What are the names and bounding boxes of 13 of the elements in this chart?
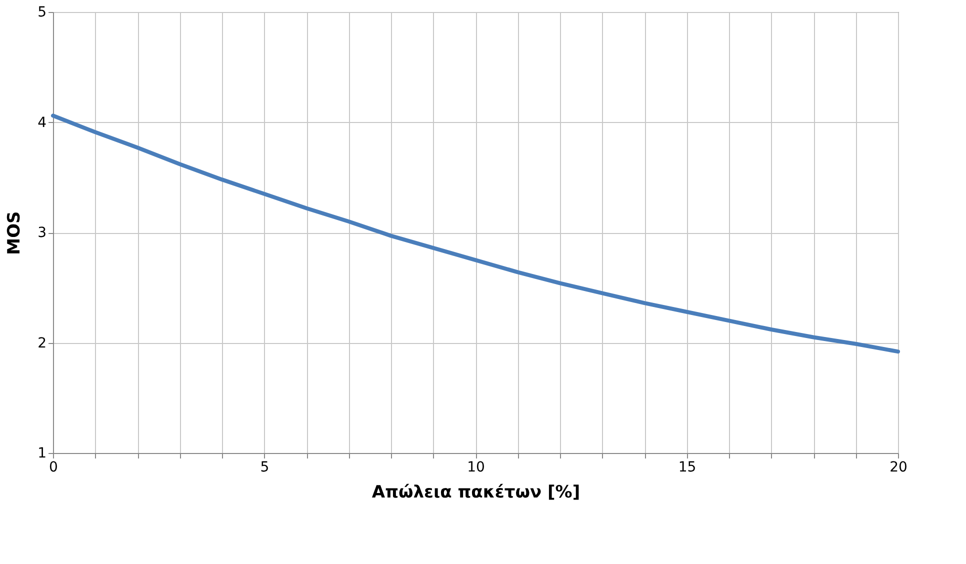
y-tick-label: 4 [38, 114, 47, 131]
y-tick-label: 3 [38, 225, 46, 241]
line-series [51, 114, 900, 354]
x-tick-label: 20 [890, 460, 908, 476]
y-tick-label: 5 [38, 4, 46, 20]
x-tick-label: 15 [678, 460, 696, 476]
x-tick-label: 10 [467, 460, 485, 476]
y-axis-title: MOS [4, 211, 25, 255]
y-tick-label: 2 [38, 335, 46, 352]
y-tick-label: 1 [38, 446, 46, 462]
x-tick-label: 0 [49, 460, 58, 476]
x-tick-label: 5 [260, 460, 270, 476]
x-axis-title: Απώλεια πακέτων [%] [372, 482, 580, 502]
